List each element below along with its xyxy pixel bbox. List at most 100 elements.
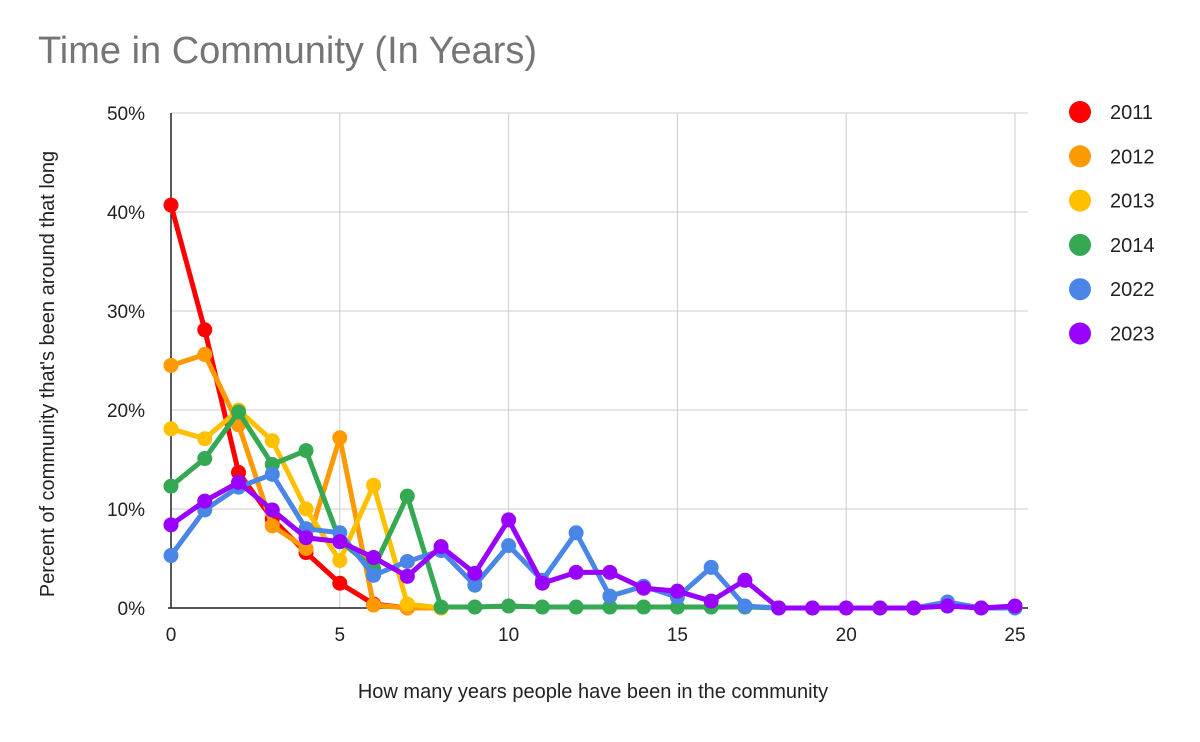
data-point-2023 (332, 534, 348, 550)
data-point-2023 (433, 539, 449, 555)
legend-item-2014: 2014 (1069, 233, 1155, 257)
data-point-2023 (804, 600, 820, 616)
data-point-2011 (163, 197, 179, 213)
data-point-2023 (534, 575, 550, 591)
data-point-2013 (197, 431, 213, 447)
data-point-2023 (602, 564, 618, 580)
data-point-2023 (399, 568, 415, 584)
data-point-2012 (197, 347, 213, 363)
data-point-2023 (636, 580, 652, 596)
data-point-2022 (163, 548, 179, 564)
data-point-2013 (163, 421, 179, 437)
data-point-2014 (433, 599, 449, 615)
data-point-2012 (298, 541, 314, 557)
data-point-2022 (399, 553, 415, 569)
data-point-2011 (332, 575, 348, 591)
data-point-2014 (197, 451, 213, 467)
y-tick-label: 30% (107, 302, 145, 323)
data-point-2012 (264, 518, 280, 534)
data-point-2014 (568, 599, 584, 615)
data-point-2023 (366, 550, 382, 566)
legend-marker-2013 (1069, 189, 1091, 212)
data-point-2013 (332, 552, 348, 568)
data-point-2014 (298, 443, 314, 459)
data-point-2013 (399, 596, 415, 612)
data-point-2023 (771, 600, 787, 616)
data-point-2012 (366, 597, 382, 613)
legend: 2011 2012 2013 2014 2022 2023 (1069, 101, 1155, 346)
data-point-2022 (737, 598, 753, 614)
data-point-2013 (298, 501, 314, 517)
legend-marker-2012 (1069, 145, 1091, 168)
data-point-2022 (703, 559, 719, 575)
data-point-2023 (1007, 598, 1023, 614)
data-point-2022 (568, 525, 584, 541)
data-point-2023 (703, 593, 719, 609)
data-point-2011 (197, 322, 213, 338)
data-point-2023 (264, 502, 280, 518)
legend-item-2013: 2013 (1069, 189, 1155, 213)
data-point-2014 (636, 599, 652, 615)
data-point-2022 (602, 588, 618, 604)
data-point-2023 (231, 474, 247, 490)
y-axis-title: Percent of community that's been around … (37, 151, 59, 597)
gridlines (171, 112, 1028, 608)
data-point-2023 (163, 517, 179, 533)
y-tick-label: 0% (118, 599, 146, 620)
legend-marker-2022 (1069, 278, 1091, 301)
legend-label-2014: 2014 (1110, 235, 1155, 257)
data-point-2022 (467, 577, 483, 593)
legend-label-2023: 2023 (1110, 324, 1155, 346)
data-point-2022 (366, 567, 382, 583)
y-tick-label: 20% (107, 401, 145, 422)
data-point-2023 (669, 583, 685, 599)
x-tick-label: 0 (166, 625, 177, 646)
legend-item-2011: 2011 (1069, 101, 1153, 124)
data-point-2014 (467, 599, 483, 615)
data-point-2022 (501, 538, 517, 554)
x-axis-title: How many years people have been in the c… (358, 681, 828, 703)
series-2023 (163, 474, 1023, 616)
legend-marker-2014 (1069, 233, 1091, 256)
legend-label-2013: 2013 (1110, 191, 1155, 213)
x-tick-label: 25 (1004, 625, 1025, 646)
y-tick-label: 10% (107, 500, 145, 521)
chart-title: Time in Community (In Years) (38, 30, 538, 72)
x-tick-label: 15 (667, 625, 688, 646)
data-point-2022 (264, 466, 280, 482)
data-point-2013 (264, 433, 280, 449)
legend-marker-2011 (1069, 101, 1091, 123)
legend-label-2022: 2022 (1110, 279, 1155, 301)
y-tick-label: 50% (107, 104, 145, 125)
data-point-2014 (501, 598, 517, 614)
data-point-2014 (399, 488, 415, 504)
legend-item-2012: 2012 (1069, 145, 1155, 168)
axes: 0% 10% 20% 30% 40% 50% 0 5 10 15 20 25 (107, 104, 1028, 646)
data-point-2013 (366, 477, 382, 493)
legend-item-2023: 2023 (1069, 322, 1155, 346)
legend-marker-2023 (1069, 322, 1091, 345)
data-point-2023 (197, 493, 213, 509)
data-point-2023 (298, 530, 314, 546)
data-point-2023 (838, 600, 854, 616)
data-point-2014 (534, 599, 550, 615)
data-point-2014 (602, 599, 618, 615)
series-lines (163, 197, 1023, 616)
y-tick-label: 40% (107, 203, 145, 224)
data-point-2023 (906, 600, 922, 616)
x-tick-label: 10 (498, 625, 519, 646)
data-point-2023 (501, 512, 517, 528)
x-tick-label: 20 (836, 625, 857, 646)
data-point-2023 (737, 572, 753, 588)
data-point-2023 (973, 600, 989, 616)
data-point-2023 (568, 564, 584, 580)
data-point-2023 (467, 565, 483, 581)
legend-label-2011: 2011 (1110, 102, 1153, 124)
data-point-2012 (163, 357, 179, 373)
data-point-2023 (939, 598, 955, 614)
data-point-2023 (872, 600, 888, 616)
legend-item-2022: 2022 (1069, 278, 1155, 301)
legend-label-2012: 2012 (1110, 146, 1155, 168)
data-point-2012 (332, 430, 348, 446)
